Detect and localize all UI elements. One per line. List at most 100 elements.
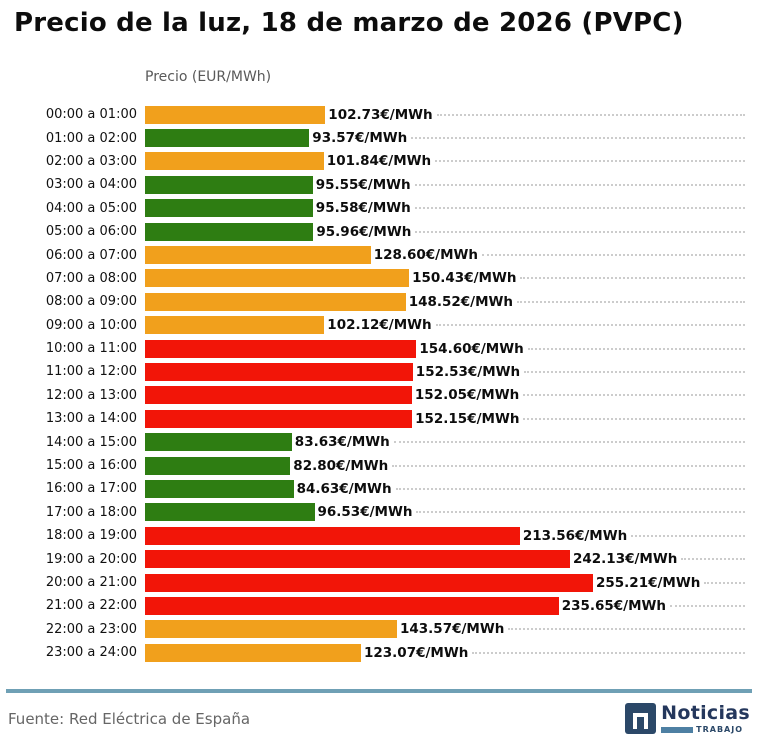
price-value-label: 152.15€/MWh bbox=[415, 410, 520, 427]
bar-row: 15:00 a 16:00 82.80€/MWh bbox=[0, 454, 745, 477]
logo-name-text: Noticias bbox=[661, 702, 750, 725]
bar-track: 148.52€/MWh bbox=[145, 292, 745, 311]
price-value-label: 102.73€/MWh bbox=[328, 106, 433, 123]
price-value-label: 95.55€/MWh bbox=[315, 176, 411, 193]
bar-track: 93.57€/MWh bbox=[145, 129, 745, 148]
price-value-label: 83.63€/MWh bbox=[294, 434, 390, 451]
bar-track: 84.63€/MWh bbox=[145, 479, 745, 498]
price-bar bbox=[145, 222, 314, 241]
bar-track: 152.15€/MWh bbox=[145, 409, 745, 428]
price-value-label: 101.84€/MWh bbox=[326, 153, 432, 170]
hour-label: 03:00 a 04:00 bbox=[45, 177, 137, 193]
price-bar bbox=[145, 456, 291, 475]
bar-row: 21:00 a 22:00 235.65€/MWh bbox=[0, 594, 745, 617]
dotted-gridline bbox=[704, 581, 745, 584]
dotted-gridline bbox=[436, 113, 745, 116]
price-value-label: 154.60€/MWh bbox=[419, 340, 524, 357]
hour-label: 21:00 a 22:00 bbox=[45, 598, 137, 614]
price-bar bbox=[145, 269, 410, 288]
logo-accent-bar bbox=[661, 726, 694, 733]
price-bar bbox=[145, 339, 417, 358]
bar-row: 04:00 a 05:00 95.58€/MWh bbox=[0, 197, 745, 220]
price-value-label: 152.53€/MWh bbox=[415, 363, 521, 380]
letter-n-icon bbox=[633, 712, 649, 729]
dotted-gridline bbox=[395, 487, 745, 490]
price-bar bbox=[145, 596, 559, 615]
bar-track: 95.58€/MWh bbox=[145, 199, 745, 218]
price-value-label: 255.21€/MWh bbox=[596, 574, 701, 591]
bar-row: 22:00 a 23:00 143.57€/MWh bbox=[0, 618, 745, 641]
hour-label: 22:00 a 23:00 bbox=[45, 621, 137, 637]
hour-label: 11:00 a 12:00 bbox=[45, 364, 137, 380]
dotted-gridline bbox=[520, 277, 745, 280]
bar-row: 09:00 a 10:00 102.12€/MWh bbox=[0, 314, 745, 337]
hour-label: 08:00 a 09:00 bbox=[45, 294, 137, 310]
bar-row: 10:00 a 11:00 154.60€/MWh bbox=[0, 337, 745, 360]
bar-row: 23:00 a 24:00 123.07€/MWh bbox=[0, 641, 745, 664]
price-value-label: 235.65€/MWh bbox=[561, 597, 667, 614]
footer-separator-line bbox=[6, 689, 752, 694]
price-value-label: 213.56€/MWh bbox=[522, 527, 628, 544]
price-value-label: 128.60€/MWh bbox=[373, 247, 479, 264]
footer: Fuente: Red Eléctrica de España Noticias… bbox=[0, 693, 758, 735]
dotted-gridline bbox=[523, 394, 745, 397]
hour-label: 17:00 a 18:00 bbox=[45, 504, 137, 520]
price-bar bbox=[145, 292, 406, 311]
dotted-gridline bbox=[681, 558, 745, 561]
price-value-label: 84.63€/MWh bbox=[296, 480, 392, 497]
hour-label: 10:00 a 11:00 bbox=[45, 341, 137, 357]
dotted-gridline bbox=[527, 347, 745, 350]
hour-label: 20:00 a 21:00 bbox=[45, 575, 137, 590]
bar-track: 95.96€/MWh bbox=[145, 222, 745, 241]
bar-track: 96.53€/MWh bbox=[145, 503, 745, 522]
bar-track: 83.63€/MWh bbox=[145, 433, 745, 452]
page-title: Precio de la luz, 18 de marzo de 2026 (P… bbox=[14, 8, 684, 38]
dotted-gridline bbox=[517, 300, 745, 303]
price-value-label: 143.57€/MWh bbox=[400, 621, 505, 638]
dotted-gridline bbox=[482, 254, 745, 257]
bar-track: 213.56€/MWh bbox=[145, 526, 745, 545]
price-value-label: 152.05€/MWh bbox=[414, 387, 520, 404]
price-bar bbox=[145, 199, 313, 218]
hour-label: 04:00 a 05:00 bbox=[45, 200, 137, 216]
bar-track: 82.80€/MWh bbox=[145, 456, 745, 475]
logo-wordmark: Noticias TRABAJO bbox=[661, 703, 750, 734]
price-bar bbox=[145, 433, 292, 452]
noticias-trabajo-logo: Noticias TRABAJO bbox=[625, 703, 750, 735]
price-bar bbox=[145, 386, 412, 405]
price-value-label: 96.53€/MWh bbox=[317, 504, 413, 521]
logo-subline: TRABAJO bbox=[661, 725, 750, 734]
bar-row: 12:00 a 13:00 152.05€/MWh bbox=[0, 384, 745, 407]
price-bar bbox=[145, 573, 593, 592]
price-bar bbox=[145, 129, 310, 148]
hour-label: 00:00 a 01:00 bbox=[45, 107, 137, 123]
dotted-gridline bbox=[414, 207, 745, 210]
hour-label: 02:00 a 03:00 bbox=[45, 153, 137, 169]
x-axis-label: Precio (EUR/MWh) bbox=[145, 69, 272, 85]
price-value-label: 102.12€/MWh bbox=[327, 317, 432, 334]
hour-label: 19:00 a 20:00 bbox=[45, 551, 137, 567]
dotted-gridline bbox=[631, 534, 745, 537]
dotted-gridline bbox=[393, 441, 745, 444]
dotted-gridline bbox=[670, 604, 745, 607]
price-bar bbox=[145, 175, 313, 194]
bar-row: 00:00 a 01:00 102.73€/MWh bbox=[0, 103, 745, 126]
bar-row: 13:00 a 14:00 152.15€/MWh bbox=[0, 407, 745, 430]
bar-row: 20:00 a 21:00 255.21€/MWh bbox=[0, 571, 745, 594]
dotted-gridline bbox=[411, 137, 745, 140]
bar-track: 102.73€/MWh bbox=[145, 105, 745, 124]
bar-row: 06:00 a 07:00 128.60€/MWh bbox=[0, 243, 745, 266]
bar-track: 152.05€/MWh bbox=[145, 386, 745, 405]
price-value-label: 242.13€/MWh bbox=[573, 551, 678, 568]
hour-label: 16:00 a 17:00 bbox=[45, 481, 137, 497]
dotted-gridline bbox=[524, 370, 745, 373]
price-bar bbox=[145, 620, 397, 639]
hour-label: 13:00 a 14:00 bbox=[45, 411, 137, 427]
hour-label: 05:00 a 06:00 bbox=[45, 224, 137, 240]
price-bar bbox=[145, 479, 294, 498]
dotted-gridline bbox=[435, 324, 745, 327]
bar-track: 102.12€/MWh bbox=[145, 316, 745, 335]
price-bar bbox=[145, 246, 371, 265]
bar-row: 01:00 a 02:00 93.57€/MWh bbox=[0, 126, 745, 149]
bar-row: 18:00 a 19:00 213.56€/MWh bbox=[0, 524, 745, 547]
